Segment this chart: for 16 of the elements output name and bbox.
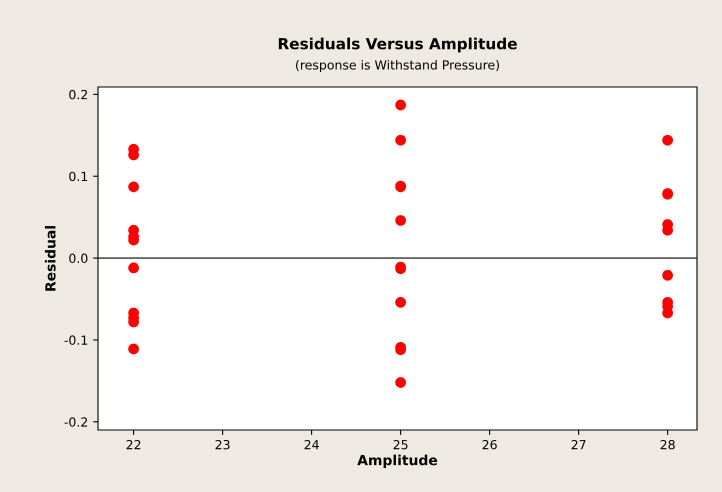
x-tick-label: 27 (572, 440, 586, 450)
chart-title: Residuals Versus Amplitude (278, 38, 517, 52)
y-tick-label: -0.2 (64, 417, 88, 427)
x-tick-label: 23 (216, 440, 230, 450)
x-tick-label: 25 (394, 440, 408, 450)
y-tick-label: 0.2 (69, 90, 88, 100)
x-tick-label: 24 (304, 440, 319, 450)
chart-subtitle: (response is Withstand Pressure) (296, 60, 499, 72)
x-tick-label: 22 (126, 440, 140, 450)
y-tick-label: 0.1 (69, 172, 88, 182)
y-axis-title: Residual (44, 226, 56, 291)
x-tick-label: 28 (660, 440, 675, 450)
x-axis-title: Amplitude (357, 454, 438, 468)
x-tick-label: 26 (482, 440, 497, 450)
y-tick-label: -0.1 (64, 335, 88, 345)
y-tick-label: 0.0 (69, 254, 88, 264)
